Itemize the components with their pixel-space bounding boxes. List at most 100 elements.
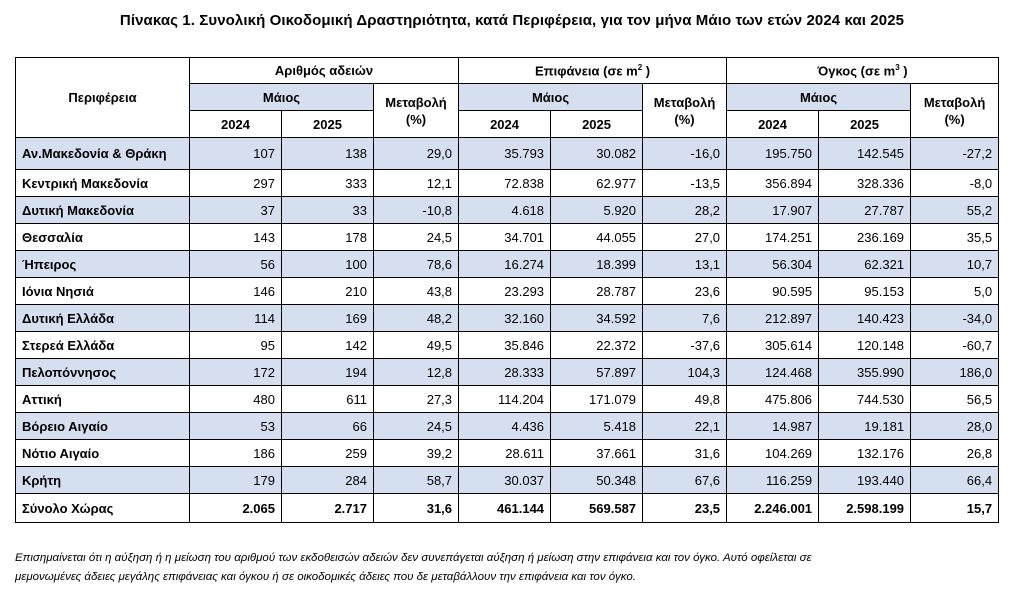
value-cell: 744.530 <box>818 385 912 413</box>
value-cell: 138 <box>281 137 374 170</box>
value-cell: 12,1 <box>372 169 460 197</box>
table-row: Κρήτη 179 284 58,7 30.037 50.348 67,6 116.259 19… <box>15 466 1000 494</box>
value-cell: 30.037 <box>458 466 552 494</box>
region-cell: Νότιο Αιγαίο <box>15 439 190 467</box>
value-cell: 23.293 <box>458 277 552 305</box>
table-row: Στερεά Ελλάδα 95 142 49,5 35.846 22.372 -37,6 3… <box>15 331 1000 359</box>
value-cell: 62.321 <box>818 250 912 278</box>
value-cell: 57.897 <box>550 358 644 386</box>
region-cell: Σύνολο Χώρας <box>15 493 190 523</box>
value-cell: 49,5 <box>372 331 460 359</box>
value-cell: 19.181 <box>818 412 912 440</box>
value-cell: 569.587 <box>550 493 644 523</box>
value-cell: 356.894 <box>726 169 820 197</box>
value-cell: 142.545 <box>818 137 912 170</box>
region-cell: Ήπειρος <box>15 250 190 278</box>
value-cell: 333 <box>281 169 374 197</box>
region-cell: Θεσσαλία <box>15 223 190 251</box>
table-row: Βόρειο Αιγαίο 53 66 24,5 4.436 5.418 22,1 14.98… <box>15 412 1000 440</box>
value-cell: 56,5 <box>910 385 1000 413</box>
value-cell: 355.990 <box>818 358 912 386</box>
value-cell: 4.436 <box>458 412 552 440</box>
value-cell: -27,2 <box>910 137 1000 170</box>
value-cell: 28.787 <box>550 277 644 305</box>
value-cell: 120.148 <box>818 331 912 359</box>
table-row: Θεσσαλία 143 178 24,5 34.701 44.055 27,0 174.25… <box>15 223 1000 251</box>
value-cell: 66,4 <box>910 466 1000 494</box>
value-cell: 22,1 <box>642 412 728 440</box>
value-cell: 31,6 <box>642 439 728 467</box>
value-cell: 259 <box>281 439 374 467</box>
region-cell: Βόρειο Αιγαίο <box>15 412 190 440</box>
value-cell: 132.176 <box>818 439 912 467</box>
header-year: 2025 <box>818 110 912 138</box>
header-year: 2025 <box>281 110 374 138</box>
value-cell: 174.251 <box>726 223 820 251</box>
value-cell: 67,6 <box>642 466 728 494</box>
value-cell: 5.418 <box>550 412 644 440</box>
header-group-volume: Όγκος (σε m3 ) <box>726 57 1000 84</box>
value-cell: 34.701 <box>458 223 552 251</box>
value-cell: 124.468 <box>726 358 820 386</box>
table-title: Πίνακας 1. Συνολική Οικοδομική Δραστηριό… <box>119 12 905 29</box>
value-cell: -34,0 <box>910 304 1000 332</box>
table-body: Αν.Μακεδονία & Θράκη 107 138 29,0 35.793 30.0… <box>15 137 1000 523</box>
value-cell: 90.595 <box>726 277 820 305</box>
value-cell: 195.750 <box>726 137 820 170</box>
value-cell: 15,7 <box>910 493 1000 523</box>
value-cell: 48,2 <box>372 304 460 332</box>
value-cell: 114 <box>189 304 282 332</box>
value-cell: 44.055 <box>550 223 644 251</box>
value-cell: 26,8 <box>910 439 1000 467</box>
header-year: 2024 <box>458 110 552 138</box>
value-cell: 2.598.199 <box>818 493 912 523</box>
value-cell: -60,7 <box>910 331 1000 359</box>
value-cell: 23,6 <box>642 277 728 305</box>
value-cell: 169 <box>281 304 374 332</box>
value-cell: 7,6 <box>642 304 728 332</box>
value-cell: 24,5 <box>372 223 460 251</box>
value-cell: 480 <box>189 385 282 413</box>
table-row: Δυτική Μακεδονία 37 33 -10,8 4.618 5.920 28,2 1… <box>15 196 1000 224</box>
value-cell: 27,3 <box>372 385 460 413</box>
value-cell: 107 <box>189 137 282 170</box>
value-cell: 2.246.001 <box>726 493 820 523</box>
value-cell: 33 <box>281 196 374 224</box>
value-cell: 178 <box>281 223 374 251</box>
region-cell: Δυτική Μακεδονία <box>15 196 190 224</box>
value-cell: 116.259 <box>726 466 820 494</box>
header-month-volume: Μάιος <box>726 83 912 111</box>
value-cell: 140.423 <box>818 304 912 332</box>
value-cell: 43,8 <box>372 277 460 305</box>
region-cell: Στερεά Ελλάδα <box>15 331 190 359</box>
value-cell: 297 <box>189 169 282 197</box>
value-cell: 100 <box>281 250 374 278</box>
value-cell: 56 <box>189 250 282 278</box>
value-cell: 31,6 <box>372 493 460 523</box>
value-cell: 35,5 <box>910 223 1000 251</box>
table-row: Νότιο Αιγαίο 186 259 39,2 28.611 37.661 31,6 10… <box>15 439 1000 467</box>
value-cell: 104,3 <box>642 358 728 386</box>
value-cell: 193.440 <box>818 466 912 494</box>
value-cell: 27,0 <box>642 223 728 251</box>
region-cell: Αττική <box>15 385 190 413</box>
header-change-volume: Μεταβολή (%) <box>910 83 1000 138</box>
value-cell: 12,8 <box>372 358 460 386</box>
value-cell: 30.082 <box>550 137 644 170</box>
value-cell: 284 <box>281 466 374 494</box>
header-change-area: Μεταβολή (%) <box>642 83 728 138</box>
value-cell: 13,1 <box>642 250 728 278</box>
value-cell: 186,0 <box>910 358 1000 386</box>
value-cell: 22.372 <box>550 331 644 359</box>
value-cell: 37 <box>189 196 282 224</box>
value-cell: 56.304 <box>726 250 820 278</box>
value-cell: 49,8 <box>642 385 728 413</box>
value-cell: 24,5 <box>372 412 460 440</box>
value-cell: 171.079 <box>550 385 644 413</box>
region-cell: Αν.Μακεδονία & Θράκη <box>15 137 190 170</box>
value-cell: 611 <box>281 385 374 413</box>
header-change-permits: Μεταβολή (%) <box>372 83 460 138</box>
header-group-permits: Αριθμός αδειών <box>188 57 460 84</box>
value-cell: -16,0 <box>642 137 728 170</box>
value-cell: 114.204 <box>458 385 552 413</box>
